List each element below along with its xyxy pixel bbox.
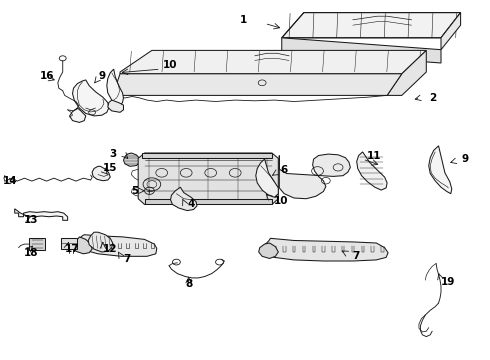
Text: 16: 16	[40, 71, 55, 81]
Polygon shape	[357, 152, 387, 190]
Polygon shape	[61, 238, 77, 249]
Polygon shape	[29, 238, 45, 250]
Polygon shape	[138, 153, 278, 204]
Polygon shape	[441, 13, 461, 50]
Text: 15: 15	[103, 163, 118, 174]
Polygon shape	[279, 154, 350, 199]
Polygon shape	[145, 199, 272, 204]
Polygon shape	[142, 153, 272, 158]
Polygon shape	[171, 187, 197, 211]
Text: 13: 13	[24, 215, 38, 225]
Polygon shape	[15, 209, 68, 220]
Polygon shape	[88, 232, 113, 252]
Text: 18: 18	[24, 248, 38, 258]
Polygon shape	[123, 153, 140, 166]
Text: 9: 9	[462, 154, 469, 164]
Text: 9: 9	[98, 71, 105, 81]
Text: 10: 10	[273, 196, 288, 206]
Text: 7: 7	[123, 254, 131, 264]
Polygon shape	[70, 108, 86, 122]
Polygon shape	[73, 80, 109, 116]
Polygon shape	[77, 235, 157, 256]
Polygon shape	[282, 13, 461, 38]
Text: 5: 5	[131, 186, 139, 196]
Polygon shape	[120, 50, 426, 74]
Polygon shape	[107, 69, 123, 105]
Text: 14: 14	[2, 176, 17, 186]
Polygon shape	[429, 146, 452, 194]
Text: 17: 17	[65, 244, 79, 254]
Polygon shape	[259, 243, 278, 258]
Text: 6: 6	[280, 165, 288, 175]
Polygon shape	[387, 50, 426, 95]
Text: 11: 11	[367, 150, 381, 161]
Text: 1: 1	[240, 15, 247, 25]
Text: 7: 7	[352, 251, 359, 261]
Polygon shape	[264, 238, 388, 261]
Text: 12: 12	[103, 244, 118, 254]
Text: 4: 4	[187, 199, 195, 210]
Text: 10: 10	[163, 60, 177, 70]
Polygon shape	[73, 237, 92, 254]
Polygon shape	[256, 159, 278, 197]
Polygon shape	[92, 166, 110, 181]
Polygon shape	[108, 100, 123, 112]
Polygon shape	[282, 38, 441, 63]
Text: 3: 3	[109, 149, 117, 159]
Text: 19: 19	[441, 276, 455, 287]
Polygon shape	[113, 74, 402, 95]
Text: 2: 2	[429, 93, 436, 103]
Text: 8: 8	[185, 279, 192, 289]
